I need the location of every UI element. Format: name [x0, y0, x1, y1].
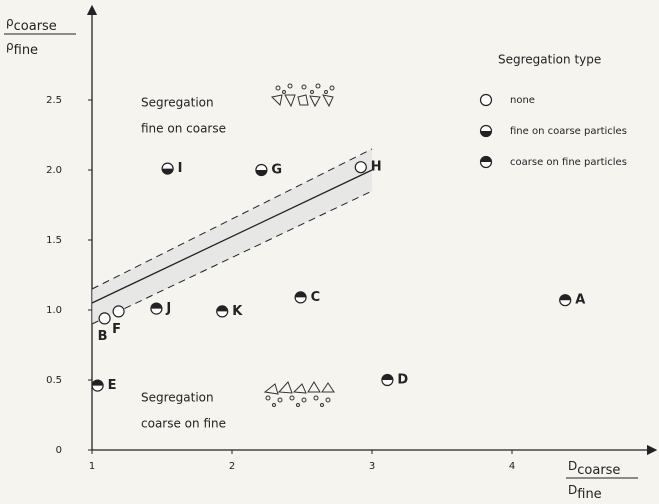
- trend-lower: [91, 190, 373, 325]
- marker-half: [480, 131, 492, 137]
- point-label: K: [232, 304, 243, 319]
- point-label: J: [165, 301, 171, 316]
- y-label-den: ρfine: [6, 39, 38, 58]
- y-tick-label: 0.5: [46, 375, 62, 386]
- point-label: D: [397, 373, 408, 388]
- annotation: Segregation: [141, 95, 214, 109]
- marker-half: [255, 170, 267, 176]
- y-tick-label: 1.0: [46, 305, 62, 316]
- marker-half: [92, 380, 104, 386]
- marker-half: [559, 294, 571, 301]
- particles-top: [270, 83, 335, 108]
- y-tick-label: 0: [56, 445, 62, 456]
- point: [150, 302, 163, 315]
- annotation: fine on coarse: [141, 121, 226, 135]
- annotation: coarse on fine: [141, 417, 226, 431]
- y-tick-label: 2.0: [46, 165, 62, 176]
- point-label: E: [108, 378, 117, 393]
- point: [216, 305, 229, 318]
- point: [161, 162, 174, 175]
- point: [381, 373, 394, 387]
- point-label: G: [271, 163, 282, 178]
- point-label: H: [371, 160, 382, 175]
- point: [255, 163, 268, 177]
- marker-half: [150, 303, 162, 309]
- point: [91, 379, 104, 392]
- marker-half: [480, 156, 492, 162]
- point-label: C: [311, 290, 321, 305]
- y-label-num: ρcoarse: [6, 15, 57, 34]
- symbol: ρ: [6, 15, 14, 29]
- marker-half: [216, 305, 228, 312]
- y-tick-label: 2.5: [46, 95, 62, 106]
- annotation: Segregation: [141, 391, 214, 405]
- legend-label: coarse on fine particles: [510, 157, 627, 168]
- point: [559, 294, 572, 307]
- marker-half: [162, 168, 174, 175]
- sub: coarse: [577, 463, 620, 478]
- x-tick-label: 1: [89, 461, 95, 472]
- symbol: D: [568, 459, 577, 473]
- sub: fine: [577, 487, 601, 502]
- point-label: A: [575, 293, 585, 308]
- point: [354, 161, 367, 174]
- marker-ring: [479, 93, 493, 107]
- legend-marker: [479, 93, 493, 107]
- marker-half: [381, 374, 393, 380]
- x-tick-label: 4: [509, 461, 515, 472]
- particles-bottom: [263, 381, 335, 407]
- marker-ring: [98, 312, 111, 325]
- marker-half: [295, 291, 307, 298]
- marker-ring: [354, 161, 367, 174]
- x-label-den: Dfine: [568, 483, 602, 502]
- x-tick-label: 3: [369, 461, 375, 472]
- marker-ring: [112, 305, 125, 318]
- point-label: F: [112, 322, 121, 337]
- legend-title: Segregation type: [498, 53, 601, 67]
- sub: fine: [14, 43, 38, 58]
- legend-marker: [479, 124, 493, 138]
- y-tick-label: 1.5: [46, 235, 62, 246]
- trend-upper: [91, 148, 373, 290]
- point-label: I: [178, 161, 183, 176]
- point: [112, 305, 125, 318]
- x-tick-label: 2: [229, 461, 235, 472]
- symbol: D: [568, 483, 577, 497]
- point-label: B: [98, 329, 108, 344]
- point: [98, 312, 111, 325]
- symbol: ρ: [6, 39, 14, 53]
- legend-label: fine on coarse particles: [510, 126, 627, 137]
- legend-marker: [479, 155, 493, 169]
- x-label-num: Dcoarse: [568, 459, 620, 478]
- legend-label: none: [510, 95, 535, 106]
- sub: coarse: [14, 19, 57, 34]
- point: [294, 291, 307, 304]
- trend-line: [91, 169, 373, 304]
